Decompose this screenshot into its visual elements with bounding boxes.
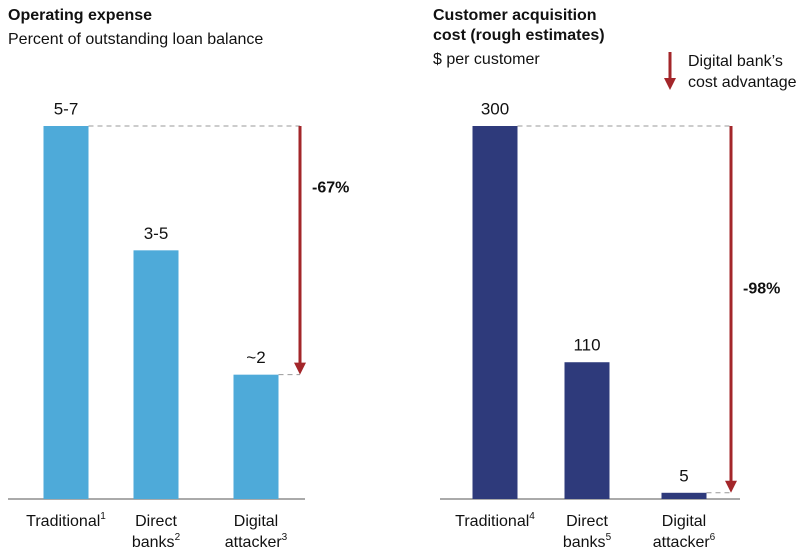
x-tick-label: Direct banks5	[563, 513, 612, 551]
category-line: attacker	[225, 534, 283, 551]
value-label: ~2	[246, 348, 265, 367]
category-line: Direct	[135, 513, 177, 530]
category-line: Traditional	[455, 513, 529, 530]
category-line: Digital	[662, 513, 706, 530]
category-line: banks	[563, 534, 606, 551]
chart-title: Operating expense	[8, 7, 152, 24]
x-tick-label: Digital attacker6	[653, 513, 716, 551]
arrow-head	[725, 480, 737, 493]
arrow-head	[294, 362, 306, 375]
x-tick-label: Traditional4	[455, 511, 535, 531]
value-label: 5-7	[54, 99, 79, 118]
chart-subtitle: Percent of outstanding loan balance	[8, 31, 263, 48]
bar	[564, 362, 610, 499]
x-tick-label: Direct banks2	[132, 513, 181, 551]
change-label: -98%	[743, 281, 780, 298]
change-label: -67%	[312, 180, 349, 197]
chart-title: Customer acquisition	[433, 7, 597, 24]
footnote: 1	[100, 511, 106, 522]
bar	[661, 492, 707, 499]
value-label: 110	[573, 336, 600, 355]
footnote: 5	[606, 532, 612, 543]
value-label: 3-5	[144, 224, 169, 243]
legend-label: cost advantage	[688, 74, 797, 91]
x-tick-label: Traditional1	[26, 511, 106, 531]
value-label: 300	[481, 99, 509, 118]
bar	[233, 374, 279, 499]
category-line: banks	[132, 534, 175, 551]
value-label: 5	[679, 466, 688, 485]
bar	[472, 126, 518, 499]
category-line: Direct	[566, 513, 608, 530]
footnote: 4	[529, 511, 535, 522]
legend-arrow-head	[664, 78, 676, 90]
legend-label: Digital bank’s	[688, 53, 783, 70]
bar	[133, 250, 179, 499]
category-line: Traditional	[26, 513, 100, 530]
chart-title: cost (rough estimates)	[433, 27, 605, 44]
category-line: Digital	[234, 513, 278, 530]
chart-subtitle: $ per customer	[433, 51, 540, 68]
footnote: 6	[710, 532, 716, 543]
x-tick-label: Digital attacker3	[225, 513, 288, 551]
category-line: attacker	[653, 534, 711, 551]
footnote: 3	[282, 532, 288, 543]
footnote: 2	[175, 532, 181, 543]
bar	[43, 126, 89, 499]
